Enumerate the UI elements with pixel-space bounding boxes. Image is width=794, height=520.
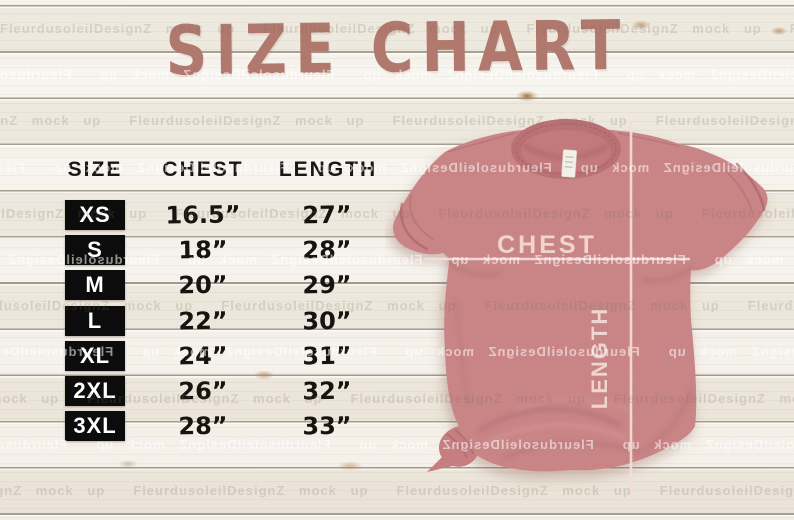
column-header-chest: CHEST bbox=[162, 158, 244, 181]
care-label bbox=[561, 149, 578, 178]
length-value: 28” bbox=[302, 235, 352, 265]
column-header-length: LENGTH bbox=[278, 158, 378, 181]
size-label: XS bbox=[79, 202, 111, 227]
table-row: M 20” 29” bbox=[0, 270, 400, 303]
tshirt-photo: CHEST LENGTH bbox=[393, 119, 768, 508]
chest-value: 28” bbox=[178, 411, 228, 441]
size-badge: L bbox=[65, 305, 125, 336]
sleeve-cuffs bbox=[399, 162, 766, 251]
size-badge: S bbox=[65, 235, 125, 266]
size-label: 3XL bbox=[73, 413, 117, 439]
size-label: S bbox=[87, 237, 103, 263]
size-label: L bbox=[87, 307, 103, 333]
table-row: S 18” 28” bbox=[0, 235, 400, 268]
collar bbox=[511, 119, 621, 179]
column-header-size: SIZE bbox=[67, 158, 123, 181]
wrinkle-highlights bbox=[483, 397, 631, 446]
table-header-row: SIZE CHEST LENGTH bbox=[0, 158, 400, 184]
table-row: XL 24” 31” bbox=[0, 340, 400, 374]
length-value: 27” bbox=[302, 200, 352, 230]
table-row: XS 16.5” 27” bbox=[0, 200, 400, 233]
shoulder-seams bbox=[446, 132, 680, 153]
length-value: 29” bbox=[302, 271, 352, 300]
length-value: 32” bbox=[302, 376, 352, 406]
chest-value: 26” bbox=[178, 376, 228, 406]
length-label: LENGTH bbox=[587, 307, 612, 409]
chest-value: 24” bbox=[178, 341, 228, 371]
length-value: 30” bbox=[302, 306, 352, 335]
chest-value: 16.5” bbox=[165, 200, 241, 230]
size-badge: XL bbox=[65, 340, 125, 371]
size-label: 2XL bbox=[73, 378, 117, 403]
shirt-silhouette bbox=[393, 127, 768, 472]
size-badge: 2XL bbox=[65, 376, 125, 406]
size-badge: XS bbox=[65, 200, 125, 230]
chest-value: 18” bbox=[178, 235, 228, 265]
size-badge: M bbox=[65, 270, 125, 301]
table-row: L 22” 30” bbox=[0, 305, 400, 339]
length-value: 33” bbox=[302, 411, 352, 441]
table-row: 2XL 26” 32” bbox=[0, 376, 400, 409]
length-value: 31” bbox=[302, 341, 352, 371]
chest-value: 20” bbox=[178, 271, 228, 300]
wrinkle-shadows bbox=[447, 260, 693, 460]
size-label: M bbox=[85, 272, 105, 298]
size-badge: 3XL bbox=[65, 411, 125, 442]
chest-value: 22” bbox=[178, 306, 228, 335]
table-row: 3XL 28” 33” bbox=[0, 411, 400, 444]
size-label: XL bbox=[79, 342, 111, 368]
chest-label: CHEST bbox=[497, 231, 597, 259]
size-table: SIZE CHEST LENGTH XS 16.5” 27” S 18” 28”… bbox=[0, 158, 400, 444]
